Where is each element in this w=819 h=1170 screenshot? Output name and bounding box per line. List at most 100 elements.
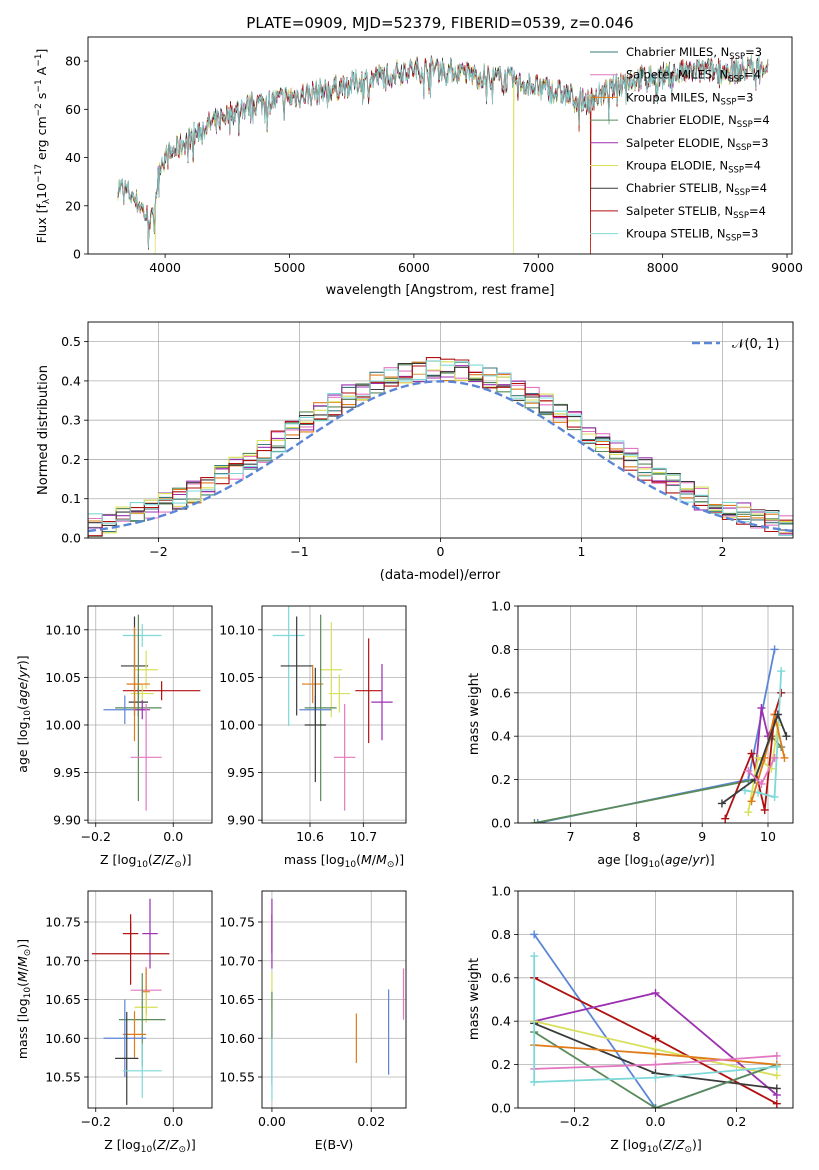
- y-tick-label: 0.4: [491, 729, 511, 744]
- y-tick-label: 10.00: [45, 717, 81, 732]
- chart-mass_vs_EBV: 0.00 0.02 10.55 10.60 10.65 10.70 10.75 E(B-V): [219, 890, 407, 1152]
- chart-residual_histogram: −2 −1 0 1 2 0.0 0.1 0.2 0.3 0.4 0.5 𝒩(0, 1) (data-mo…: [36, 321, 794, 583]
- legend-entry: 𝒩(0, 1): [732, 337, 779, 352]
- y-tick-label: 10.75: [219, 915, 255, 930]
- chart-spectrum: 4000 5000 6000 7000 8000 9000 0 20 40 60 80 Chabrie…: [34, 36, 803, 298]
- x-tick-label: 0.0: [163, 1114, 183, 1129]
- y-tick-label: 10.65: [45, 992, 81, 1007]
- y-tick-label: 0.0: [491, 816, 511, 831]
- x-tick-label: 0.0: [646, 1114, 666, 1129]
- x-tick-label: 0.2: [726, 1114, 746, 1129]
- y-tick-label: 9.95: [227, 765, 255, 780]
- y-tick-label: 10.60: [219, 1031, 255, 1046]
- y-tick-label: 0.4: [61, 373, 81, 388]
- y-tick-label: 80: [65, 54, 81, 69]
- axes-frame: [87, 605, 213, 824]
- y-tick-label: 0.8: [491, 927, 511, 942]
- plot-area: [117, 54, 769, 254]
- chart-massweight_vs_age: 7 8 9 10 0.0 0.2 0.4 0.6 0.8 1.0 age [log10(age/yr…: [467, 599, 794, 870]
- x-tick-label: 2: [719, 544, 727, 559]
- histogram-step: [88, 360, 793, 538]
- y-tick-label: 10.60: [45, 1031, 81, 1046]
- plot-area: [88, 357, 793, 538]
- x-axis-label: Z [log10(Z/Z⊙)]: [610, 1137, 702, 1155]
- x-tick-label: −0.2: [559, 1114, 589, 1129]
- y-tick-label: 10.70: [219, 953, 255, 968]
- y-tick-label: 0.3: [61, 413, 81, 428]
- x-tick-label: 10.7: [349, 829, 377, 844]
- chart-age_vs_mass: 10.6 10.7 9.90 9.95 10.00 10.05 10.10 mass [log…: [219, 605, 407, 870]
- legend-entry: Salpeter MILES, NSSP=4: [626, 68, 761, 85]
- plot-area: [91, 898, 170, 1105]
- x-axis-label: age [log10(age/yr)]: [597, 852, 714, 870]
- x-tick-label: 6000: [398, 260, 430, 275]
- y-tick-label: 0.6: [491, 970, 511, 985]
- y-tick-label: 1.0: [491, 599, 511, 614]
- x-tick-label: 9000: [771, 260, 803, 275]
- x-tick-label: 0.0: [163, 829, 183, 844]
- x-axis-label: wavelength [Angstrom, rest frame]: [326, 283, 555, 298]
- x-tick-label: 10: [760, 829, 776, 844]
- y-tick-label: 9.90: [227, 813, 255, 828]
- y-axis-label: Normed distribution: [36, 365, 51, 495]
- legend-entry: Kroupa STELIB, NSSP=3: [626, 227, 758, 244]
- plot-area: [103, 614, 201, 811]
- axes-frame: [517, 605, 794, 824]
- y-tick-label: 10.55: [45, 1070, 81, 1085]
- y-tick-label: 1.0: [491, 884, 511, 899]
- x-tick-label: −1: [290, 544, 308, 559]
- y-axis-label: mass weight: [467, 958, 482, 1040]
- weight-line: [721, 711, 788, 805]
- y-tick-label: 10.05: [219, 670, 255, 685]
- y-axis-label: mass [log10(M/M⊙)]: [15, 939, 33, 1059]
- axes-frame: [87, 36, 793, 255]
- chart-massweight_vs_Z: −0.2 0.0 0.2 0.0 0.2 0.4 0.6 0.8 1.0 Z [log10(Z/Z…: [467, 884, 794, 1155]
- y-tick-label: 20: [65, 198, 81, 213]
- plot-area: [271, 898, 405, 1101]
- y-tick-label: 0.2: [61, 452, 81, 467]
- y-axis-label: mass weight: [467, 673, 482, 755]
- x-tick-label: 0: [437, 544, 445, 559]
- y-tick-label: 0.2: [491, 1057, 511, 1072]
- y-axis-label: age [log10(age/yr)]: [15, 655, 33, 772]
- y-tick-label: 0.5: [61, 334, 81, 349]
- y-tick-label: 0: [73, 247, 81, 262]
- y-tick-label: 60: [65, 102, 81, 117]
- x-tick-label: 7: [567, 829, 575, 844]
- normal-curve: [88, 380, 793, 533]
- y-tick-label: 0.1: [61, 491, 81, 506]
- x-tick-label: 0.02: [357, 1114, 385, 1129]
- y-axis-label: Flux [fλ10−17 erg cm−2 s−1 A−1]: [34, 49, 52, 244]
- legend-entry: Kroupa MILES, NSSP=3: [626, 90, 753, 107]
- spectrum-line: [117, 55, 769, 248]
- y-tick-label: 0.0: [61, 531, 81, 546]
- x-axis-label: mass [log10(M/M⊙)]: [284, 852, 404, 870]
- plot-area: [530, 645, 791, 823]
- x-tick-label: 8000: [647, 260, 679, 275]
- legend-entry: Salpeter STELIB, NSSP=4: [626, 204, 766, 221]
- legend: Chabrier MILES, NSSP=3 Salpeter MILES, NS…: [590, 45, 770, 244]
- x-tick-label: −2: [149, 544, 167, 559]
- y-tick-label: 0.8: [491, 642, 511, 657]
- x-tick-label: 9: [698, 829, 706, 844]
- legend-entry: Chabrier STELIB, NSSP=4: [626, 181, 767, 198]
- y-tick-label: 0.4: [491, 1014, 511, 1029]
- histogram-step: [88, 365, 793, 538]
- x-tick-label: −0.2: [81, 829, 111, 844]
- figure-title: PLATE=0909, MJD=52379, FIBERID=0539, z=0…: [246, 14, 633, 32]
- y-tick-label: 40: [65, 150, 81, 165]
- y-tick-label: 10.65: [219, 992, 255, 1007]
- x-axis-label: Z [log10(Z/Z⊙)]: [100, 852, 192, 870]
- x-tick-label: 7000: [522, 260, 554, 275]
- x-tick-label: 5000: [274, 260, 306, 275]
- chart-age_vs_Z: −0.2 0.0 9.90 9.95 10.00 10.05 10.10 Z [log10(Z…: [15, 605, 213, 870]
- chart-mass_vs_Z: −0.2 0.0 10.55 10.60 10.65 10.70 10.75 Z [log10…: [15, 890, 213, 1155]
- y-tick-label: 9.95: [53, 765, 81, 780]
- y-tick-label: 10.10: [219, 622, 255, 637]
- x-tick-label: 8: [632, 829, 640, 844]
- y-tick-label: 10.75: [45, 915, 81, 930]
- y-tick-label: 9.90: [53, 813, 81, 828]
- y-tick-label: 10.70: [45, 953, 81, 968]
- histogram-step: [88, 357, 793, 538]
